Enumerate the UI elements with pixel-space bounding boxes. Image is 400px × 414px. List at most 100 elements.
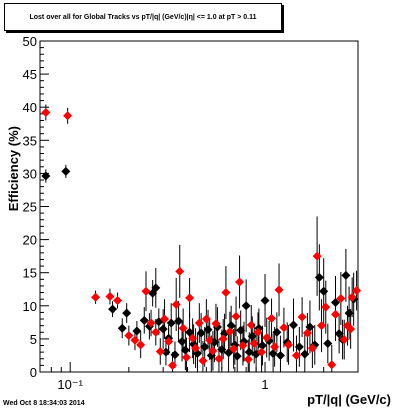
data-point (272, 327, 282, 337)
data-point (221, 288, 231, 298)
x-tick-label: 10⁻¹ (57, 377, 83, 392)
x-tick-label: 1 (261, 377, 268, 392)
data-point (113, 296, 123, 306)
data-point (235, 277, 245, 287)
data-point (200, 342, 210, 352)
data-point (151, 283, 161, 293)
data-point (247, 331, 257, 341)
data-point (238, 341, 248, 351)
data-point (262, 333, 272, 343)
data-point (41, 171, 51, 181)
y-tick-label: 45 (23, 67, 37, 82)
chart-title: Lost over all for Global Tracks vs pT/|q… (29, 13, 257, 21)
y-tick-label: 30 (23, 166, 37, 181)
y-tick-label: 20 (23, 233, 37, 248)
data-point (166, 318, 176, 328)
data-point (232, 351, 242, 361)
series-2 (41, 104, 362, 372)
data-point (164, 337, 174, 347)
data-point (253, 327, 263, 337)
data-point (155, 346, 165, 356)
data-point (132, 326, 142, 336)
x-axis: 10⁻¹ 1 (39, 362, 359, 392)
data-point (241, 301, 251, 311)
data-point (257, 347, 267, 357)
data-point (244, 347, 254, 357)
data-point (291, 350, 301, 360)
data-point (312, 251, 322, 261)
data-point (270, 342, 280, 352)
data-point (139, 315, 149, 325)
data-point (317, 321, 327, 331)
data-point (229, 344, 239, 354)
x-axis-label: pT/|q| (GeV/c) (307, 392, 391, 407)
data-point (170, 350, 180, 360)
y-tick-label: 15 (23, 266, 37, 281)
data-point (61, 166, 71, 176)
data-point (339, 335, 349, 345)
data-point (205, 335, 215, 345)
data-point (307, 343, 317, 353)
data-point (117, 323, 127, 333)
data-point (249, 339, 259, 349)
data-point (214, 354, 224, 364)
data-point (336, 294, 346, 304)
data-point (319, 286, 329, 296)
data-point (352, 286, 362, 296)
data-point (260, 296, 270, 306)
data-point (341, 270, 351, 280)
data-point (158, 324, 168, 334)
y-tick-label: 40 (23, 100, 37, 115)
data-point (297, 312, 307, 322)
data-point (188, 333, 198, 343)
data-point (151, 327, 161, 337)
data-point (146, 318, 156, 328)
title-box: Lost over all for Global Tracks vs pT/|q… (4, 3, 282, 31)
data-point (246, 320, 256, 330)
data-point (141, 286, 151, 296)
data-point (321, 302, 331, 312)
data-point (191, 343, 201, 353)
y-axis-label: Efficiency (%) (6, 126, 21, 211)
data-point (201, 314, 211, 324)
data-point (344, 308, 354, 318)
data-point (302, 328, 312, 338)
data-point (346, 324, 356, 334)
data-point (284, 340, 294, 350)
data-point (225, 327, 235, 337)
y-tick-label: 25 (23, 200, 37, 215)
data-point (300, 349, 310, 359)
timestamp-footer: Wed Oct 8 18:34:03 2014 (3, 400, 85, 407)
data-point (105, 292, 115, 302)
data-point (226, 321, 236, 331)
y-tick-label: 35 (23, 133, 37, 148)
data-point (108, 304, 118, 314)
y-tick-label: 5 (30, 332, 37, 347)
data-point (211, 319, 221, 329)
data-point (323, 339, 333, 349)
data-point (122, 308, 132, 318)
data-point (175, 266, 185, 276)
data-point (198, 356, 208, 366)
data-point (243, 354, 253, 364)
y-tick-label: 10 (23, 299, 37, 314)
y-tick-label: 0 (30, 365, 37, 380)
data-point (181, 352, 191, 362)
data-point (224, 348, 234, 358)
data-point (41, 107, 51, 117)
data-point (279, 323, 289, 333)
data-point (185, 293, 195, 303)
data-point (267, 313, 277, 323)
data-point (289, 320, 299, 330)
data-point (91, 292, 101, 302)
data-point (334, 329, 344, 339)
data-point (327, 360, 337, 370)
data-point (331, 309, 341, 319)
data-point (268, 348, 278, 358)
data-point (177, 337, 187, 347)
data-point (203, 325, 213, 335)
series-layer (41, 104, 362, 372)
data-point (171, 299, 181, 309)
data-point (208, 346, 218, 356)
